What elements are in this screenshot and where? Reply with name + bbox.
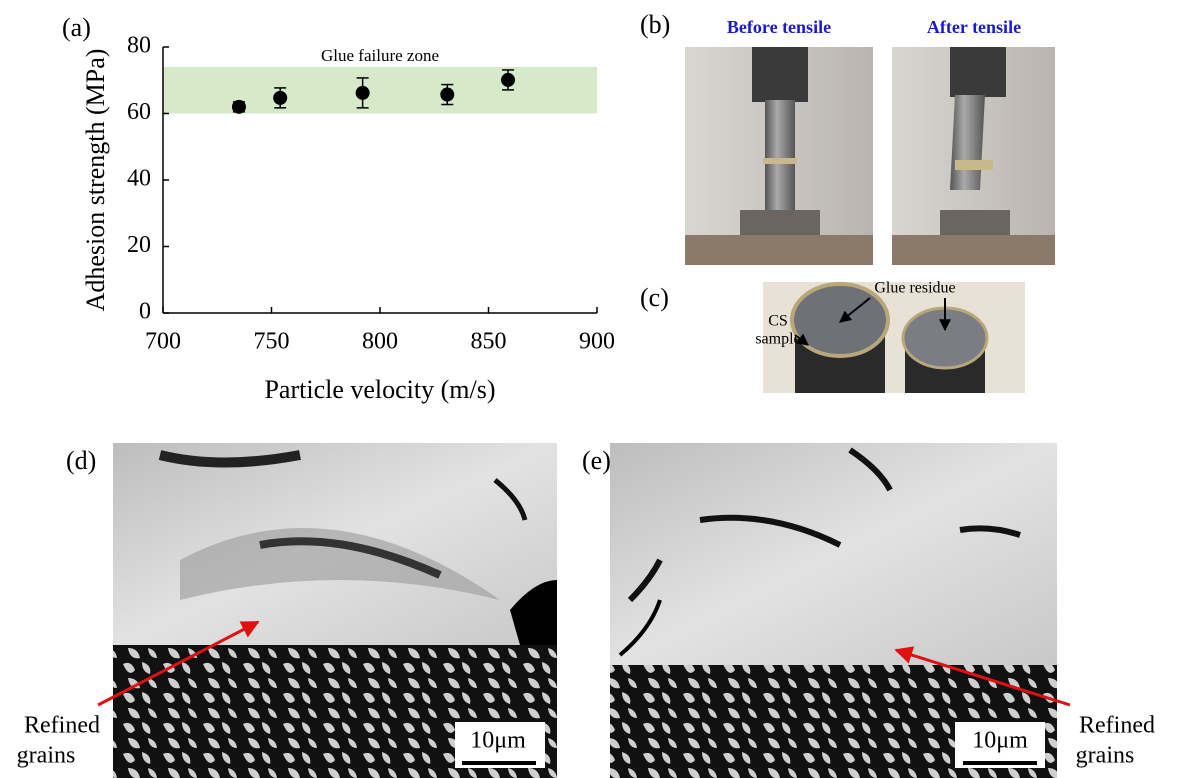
annotation: Glue residue	[874, 280, 955, 297]
annotation: grains	[17, 743, 76, 769]
panel-label: (e)	[582, 446, 611, 475]
figure: (a) Particle velocity (m/s) Adhesion str…	[0, 0, 1180, 778]
point	[273, 91, 287, 105]
scale-bar-label: 10μm	[972, 728, 1028, 754]
annotation: Refined	[1079, 713, 1155, 739]
x-tick-label: 800	[362, 329, 398, 355]
photo-caption: After tensile	[927, 17, 1021, 37]
y-tick-label: 20	[127, 232, 151, 258]
annotation: Refined	[24, 713, 100, 739]
panel-label: (c)	[640, 283, 669, 312]
point	[501, 73, 515, 87]
x-tick-label: 850	[471, 329, 507, 355]
panel-label: (b)	[640, 10, 670, 39]
photo-caption: Before tensile	[727, 17, 831, 37]
photo	[763, 282, 1025, 393]
y-tick-label: 80	[127, 33, 151, 59]
band-label: Glue failure zone	[321, 46, 439, 65]
band	[163, 67, 597, 114]
y-tick-label: 40	[127, 166, 151, 192]
x-tick-label: 750	[254, 329, 290, 355]
annotation: grains	[1076, 743, 1135, 769]
y-tick-label: 60	[127, 99, 151, 125]
y-tick-label: 0	[139, 299, 151, 325]
panel-label: (a)	[62, 13, 91, 42]
annotation: sample	[755, 331, 800, 348]
x-tick-label: 700	[145, 329, 181, 355]
scale-bar-label: 10μm	[470, 728, 526, 754]
scatter-chart: (a) Particle velocity (m/s) Adhesion str…	[62, 13, 615, 404]
point	[356, 86, 370, 100]
x-axis-label: Particle velocity (m/s)	[264, 375, 495, 404]
photo	[892, 47, 1055, 265]
panel-label: (d)	[66, 446, 96, 475]
y-axis-label: Adhesion strength (MPa)	[81, 49, 110, 312]
point	[232, 100, 246, 114]
annotation: CS	[768, 313, 788, 330]
photo	[685, 47, 873, 265]
x-tick-label: 900	[579, 329, 615, 355]
point	[440, 88, 454, 102]
